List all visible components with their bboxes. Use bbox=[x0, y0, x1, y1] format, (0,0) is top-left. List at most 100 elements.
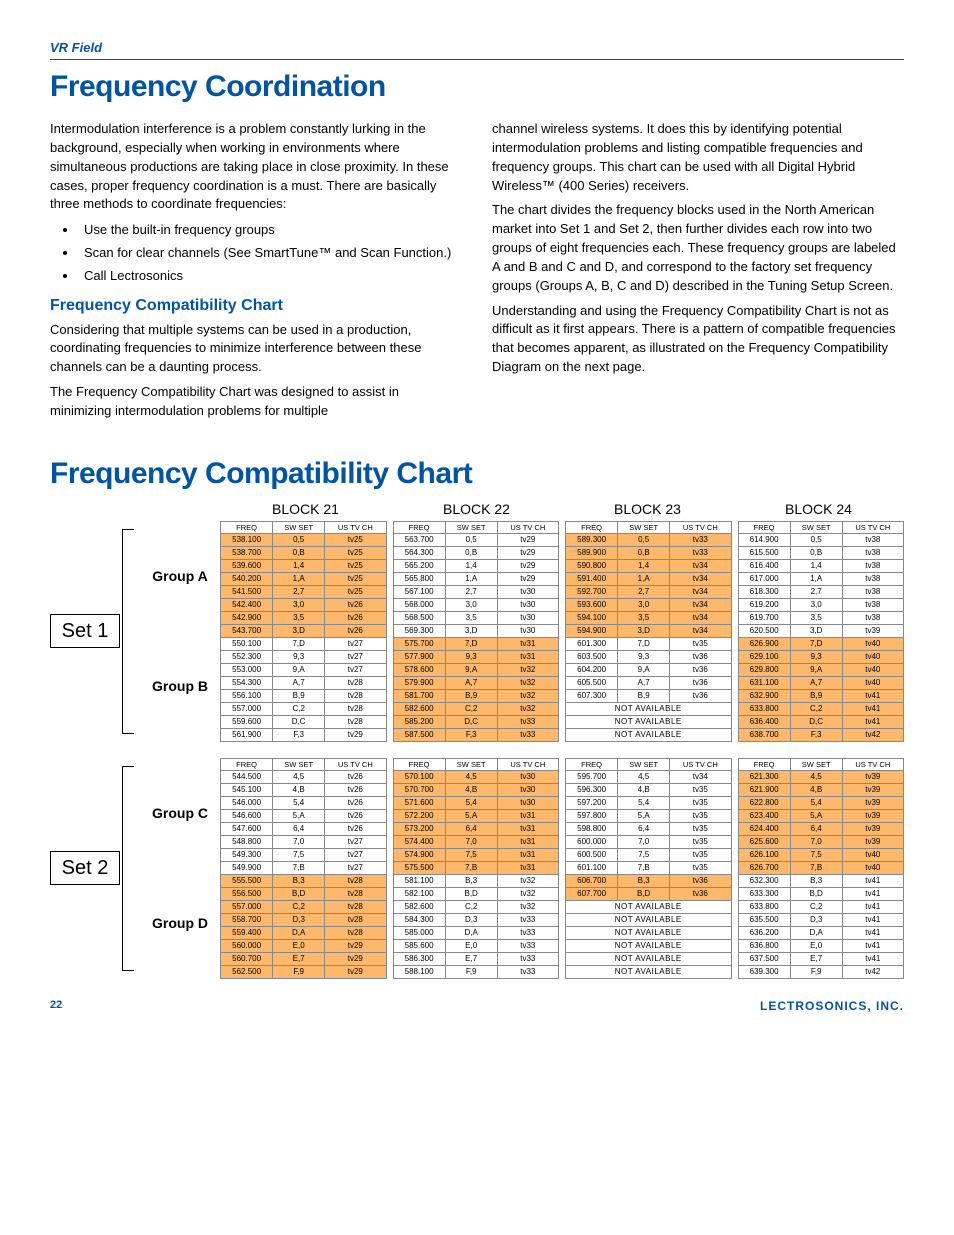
table-cell: 560.700 bbox=[221, 952, 273, 965]
table-row: 571.6005,4tv30 bbox=[393, 797, 559, 810]
table-row: 594.1003,5tv34 bbox=[566, 612, 732, 625]
table-cell: 1,A bbox=[790, 573, 842, 586]
table-cell: 3,0 bbox=[618, 599, 670, 612]
table-cell: tv31 bbox=[497, 822, 558, 835]
table-cell: 572.200 bbox=[393, 809, 445, 822]
table-cell: 578.600 bbox=[393, 663, 445, 676]
table-cell: 567.100 bbox=[393, 586, 445, 599]
table-row: 607.300B,9tv36 bbox=[566, 689, 732, 702]
table-cell: 558.700 bbox=[221, 913, 273, 926]
table-cell: tv30 bbox=[497, 599, 558, 612]
table-cell: 4,5 bbox=[618, 771, 670, 784]
column-header: SW SET bbox=[618, 521, 670, 533]
table-row: 559.600D,Ctv28 bbox=[221, 715, 387, 728]
table-cell: 597.200 bbox=[566, 797, 618, 810]
table-row: 557.000C,2tv28 bbox=[221, 702, 387, 715]
table-row: 598.8006,4tv35 bbox=[566, 822, 732, 835]
table-row: 593.6003,0tv34 bbox=[566, 599, 732, 612]
table-cell: tv33 bbox=[670, 547, 731, 560]
table-cell: tv33 bbox=[497, 715, 558, 728]
table-row: NOT AVAILABLE bbox=[566, 715, 732, 728]
tables-area: FREQSW SETUS TV CH538.1000,5tv25538.7000… bbox=[220, 521, 904, 742]
table-cell: tv41 bbox=[842, 887, 903, 900]
table-cell: tv34 bbox=[670, 612, 731, 625]
table-cell: 6,4 bbox=[618, 822, 670, 835]
table-cell: tv26 bbox=[325, 771, 386, 784]
table-cell: 607.300 bbox=[566, 689, 618, 702]
table-row: 549.3007,5tv27 bbox=[221, 848, 387, 861]
table-row: 632.300B,3tv41 bbox=[738, 874, 904, 887]
table-cell: tv33 bbox=[497, 926, 558, 939]
table-cell: 4,B bbox=[790, 784, 842, 797]
table-cell: 3,D bbox=[445, 624, 497, 637]
table-row: 579.900A,7tv32 bbox=[393, 676, 559, 689]
table-row: 541.5002,7tv25 bbox=[221, 586, 387, 599]
frequency-table: FREQSW SETUS TV CH563.7000,5tv29564.3000… bbox=[393, 521, 560, 742]
table-row: 623.4005,Atv39 bbox=[738, 809, 904, 822]
table-cell: 593.600 bbox=[566, 599, 618, 612]
table-cell: B,D bbox=[790, 887, 842, 900]
group-label: Group A bbox=[140, 521, 220, 631]
table-cell: tv30 bbox=[497, 784, 558, 797]
table-cell: B,3 bbox=[445, 874, 497, 887]
table-cell: 539.600 bbox=[221, 560, 273, 573]
table-cell: 569.300 bbox=[393, 624, 445, 637]
table-row: 542.9003,5tv26 bbox=[221, 612, 387, 625]
table-row: 633.800C,2tv41 bbox=[738, 900, 904, 913]
table-cell: tv29 bbox=[325, 952, 386, 965]
table-cell: 556.100 bbox=[221, 689, 273, 702]
table-cell: C,2 bbox=[790, 702, 842, 715]
table-cell: 550.100 bbox=[221, 637, 273, 650]
table-cell: B,3 bbox=[618, 874, 670, 887]
table-cell: tv36 bbox=[670, 663, 731, 676]
block-label: BLOCK 23 bbox=[562, 501, 733, 521]
table-row: 540.2001,Atv25 bbox=[221, 573, 387, 586]
table-cell: 619.200 bbox=[738, 599, 790, 612]
table-cell: tv36 bbox=[670, 887, 731, 900]
column-header: US TV CH bbox=[842, 521, 903, 533]
table-cell: tv41 bbox=[842, 926, 903, 939]
column-header: FREQ bbox=[221, 758, 273, 770]
table-cell: tv27 bbox=[325, 835, 386, 848]
table-cell: 633.800 bbox=[738, 900, 790, 913]
table-cell: 568.000 bbox=[393, 599, 445, 612]
table-row: 563.7000,5tv29 bbox=[393, 534, 559, 547]
table-cell: 5,A bbox=[445, 809, 497, 822]
table-cell: D,3 bbox=[445, 913, 497, 926]
table-cell: 636.400 bbox=[738, 715, 790, 728]
table-cell: tv28 bbox=[325, 715, 386, 728]
table-cell: 626.100 bbox=[738, 848, 790, 861]
table-cell: 589.300 bbox=[566, 534, 618, 547]
table-cell: tv33 bbox=[497, 939, 558, 952]
table-row: 590.8001,4tv34 bbox=[566, 560, 732, 573]
table-cell: 540.200 bbox=[221, 573, 273, 586]
table-row: NOT AVAILABLE bbox=[566, 900, 732, 913]
table-cell: 590.800 bbox=[566, 560, 618, 573]
table-cell: 1,4 bbox=[445, 560, 497, 573]
table-cell: tv31 bbox=[497, 848, 558, 861]
table-row: 597.2005,4tv35 bbox=[566, 797, 732, 810]
table-row: 560.700E,7tv29 bbox=[221, 952, 387, 965]
header-label: VR Field bbox=[50, 40, 904, 60]
table-cell: tv41 bbox=[842, 939, 903, 952]
methods-list: Use the built-in frequency groups Scan f… bbox=[50, 220, 462, 286]
table-cell: 9,A bbox=[445, 663, 497, 676]
table-cell: tv35 bbox=[670, 822, 731, 835]
set-label: Set 1 bbox=[50, 614, 120, 648]
table-cell: F,3 bbox=[445, 728, 497, 741]
table-cell: 616.400 bbox=[738, 560, 790, 573]
tables-area: FREQSW SETUS TV CH544.5004,5tv26545.1004… bbox=[220, 758, 904, 979]
table-cell: 560.000 bbox=[221, 939, 273, 952]
table-row: 600.0007,0tv35 bbox=[566, 835, 732, 848]
table-cell: 3,D bbox=[618, 624, 670, 637]
table-cell: B,D bbox=[445, 887, 497, 900]
table-cell: D,3 bbox=[790, 913, 842, 926]
table-cell: 1,4 bbox=[790, 560, 842, 573]
table-cell: tv25 bbox=[325, 586, 386, 599]
table-row: 585.600E,0tv33 bbox=[393, 939, 559, 952]
table-cell: 4,5 bbox=[273, 771, 325, 784]
table-cell: tv26 bbox=[325, 809, 386, 822]
table-cell: 1,4 bbox=[618, 560, 670, 573]
table-cell: tv39 bbox=[842, 822, 903, 835]
text-columns: Intermodulation interference is a proble… bbox=[50, 114, 904, 427]
